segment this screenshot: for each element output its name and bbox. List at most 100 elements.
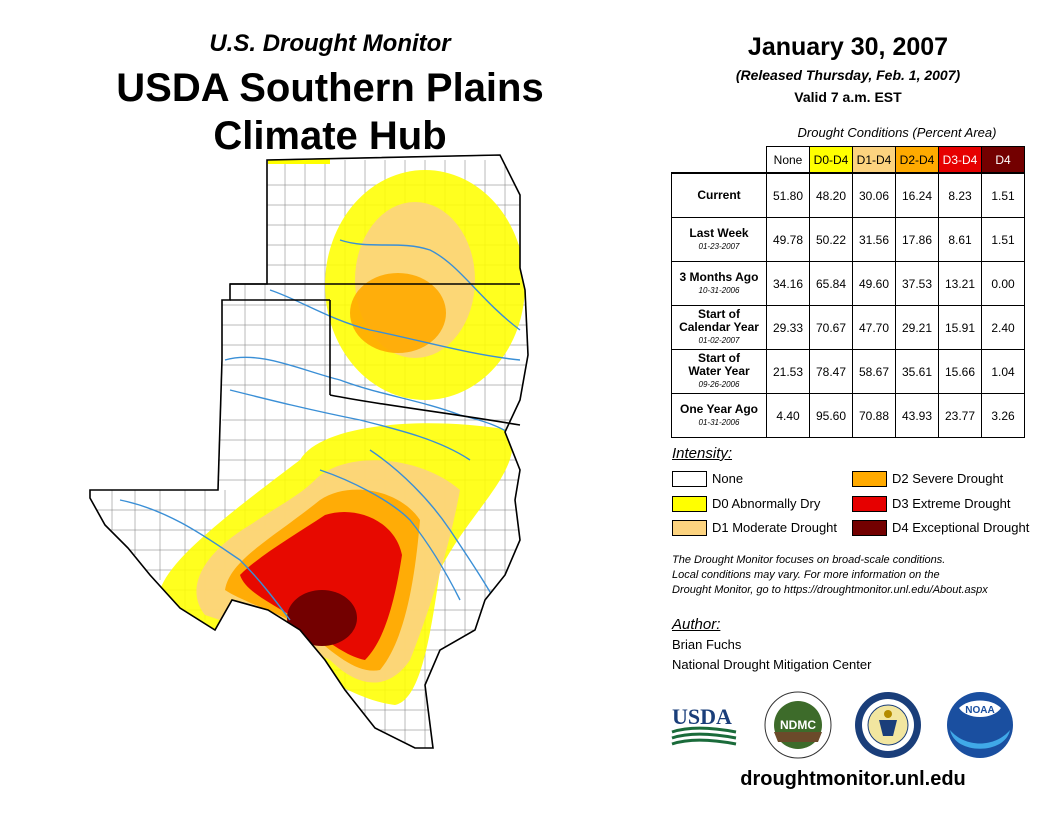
- table-cell: 13.21: [938, 261, 982, 306]
- table-cell: 0.00: [981, 261, 1025, 306]
- usda-logo: USDA: [671, 704, 737, 746]
- table-cell: 58.67: [852, 349, 896, 394]
- row-date: 01-23-2007: [698, 241, 740, 251]
- table-cell: 48.20: [809, 172, 853, 218]
- table-cell: 17.86: [895, 217, 939, 262]
- row-label: Current: [671, 172, 767, 218]
- legend-label: D1 Moderate Drought: [712, 520, 838, 535]
- legend-label: None: [712, 471, 744, 486]
- column-header-d4: D4: [981, 146, 1025, 174]
- legend-swatch: [672, 471, 707, 487]
- legend-label: D0 Abnormally Dry: [712, 496, 821, 511]
- column-header-d2-d4: D2-D4: [895, 146, 939, 174]
- table-cell: 16.24: [895, 172, 939, 218]
- table-cell: 29.33: [766, 305, 810, 350]
- table-cell: 8.23: [938, 172, 982, 218]
- column-header-d1-d4: D1-D4: [852, 146, 896, 174]
- table-cell: 1.04: [981, 349, 1025, 394]
- column-header-d3-d4: D3-D4: [938, 146, 982, 174]
- table-cell: 29.21: [895, 305, 939, 350]
- author-organization: National Drought Mitigation Center: [672, 657, 872, 672]
- table-row: One Year Ago 01-31-2006 4.40 95.60 70.88 …: [671, 393, 1025, 438]
- table-row: Current 51.80 48.20 30.06 16.24 8.23 1.5…: [671, 172, 1025, 218]
- row-date: 01-02-2007: [698, 336, 740, 345]
- row-label: Start of Water Year 09-26-2006: [671, 349, 767, 394]
- table-corner: [671, 146, 767, 174]
- row-label: Last Week 01-23-2007: [671, 217, 767, 262]
- table-cell: 49.78: [766, 217, 810, 262]
- row-label: Start of Calendar Year 01-02-2007: [671, 305, 767, 350]
- table-cell: 34.16: [766, 261, 810, 306]
- table-cell: 31.56: [852, 217, 896, 262]
- table-cell: 65.84: [809, 261, 853, 306]
- table-cell: 23.77: [938, 393, 982, 438]
- legend-label: D2 Severe Drought: [892, 471, 1004, 486]
- table-cell: 49.60: [852, 261, 896, 306]
- table-header-row: None D0-D4 D1-D4 D2-D4 D3-D4 D4: [671, 146, 1025, 174]
- table-cell: 2.40: [981, 305, 1025, 350]
- table-cell: 4.40: [766, 393, 810, 438]
- table-cell: 70.67: [809, 305, 853, 350]
- svg-text:USDA: USDA: [672, 704, 732, 729]
- noaa-logo: NOAA: [947, 692, 1013, 758]
- table-cell: 15.66: [938, 349, 982, 394]
- table-cell: 47.70: [852, 305, 896, 350]
- author-name: Brian Fuchs: [672, 637, 742, 652]
- table-cell: 1.51: [981, 217, 1025, 262]
- legend-swatch: [672, 520, 707, 536]
- table-cell: 30.06: [852, 172, 896, 218]
- legend-swatch: [852, 496, 887, 512]
- table-cell: 95.60: [809, 393, 853, 438]
- row-label: 3 Months Ago 10-31-2006: [671, 261, 767, 306]
- conditions-caption: Drought Conditions (Percent Area): [797, 125, 997, 140]
- table-cell: 50.22: [809, 217, 853, 262]
- legend-swatch: [672, 496, 707, 512]
- svg-text:NDMC: NDMC: [780, 718, 816, 732]
- row-label: One Year Ago 01-31-2006: [671, 393, 767, 438]
- svg-text:NOAA: NOAA: [965, 705, 994, 716]
- column-header-none: None: [766, 146, 810, 174]
- author-label: Author:: [672, 616, 721, 633]
- table-row: Start of Water Year 09-26-2006 21.53 78.47…: [671, 349, 1025, 394]
- d3-texas: [240, 511, 402, 660]
- table-cell: 37.53: [895, 261, 939, 306]
- conditions-table: None D0-D4 D1-D4 D2-D4 D3-D4 D4 Current …: [671, 146, 1025, 438]
- rivers: [119, 239, 521, 621]
- legend-title: Intensity:: [672, 445, 733, 462]
- d2-oklahoma: [350, 273, 446, 353]
- drought-map: [89, 154, 529, 749]
- row-date: 09-26-2006: [698, 380, 740, 389]
- d4-texas: [287, 590, 357, 646]
- website-link[interactable]: droughtmonitor.unl.edu: [740, 768, 966, 790]
- legend-swatch: [852, 520, 887, 536]
- table-row: 3 Months Ago 10-31-2006 34.16 65.84 49.60…: [671, 261, 1025, 306]
- legend-swatch: [852, 471, 887, 487]
- row-date: 10-31-2006: [698, 285, 740, 295]
- table-cell: 70.88: [852, 393, 896, 438]
- table-row: Last Week 01-23-2007 49.78 50.22 31.56 17…: [671, 217, 1025, 262]
- commerce-seal-logo: [855, 692, 921, 758]
- table-cell: 51.80: [766, 172, 810, 218]
- column-header-d0-d4: D0-D4: [809, 146, 853, 174]
- table-cell: 21.53: [766, 349, 810, 394]
- subtitle: U.S. Drought Monitor: [209, 30, 451, 57]
- table-row: Start of Calendar Year 01-02-2007 29.33 70…: [671, 305, 1025, 350]
- table-cell: 8.61: [938, 217, 982, 262]
- valid-time: Valid 7 a.m. EST: [794, 89, 902, 105]
- row-date: 01-31-2006: [698, 417, 740, 427]
- legend-label: D3 Extreme Drought: [892, 496, 1011, 511]
- state-borders: [89, 154, 529, 749]
- page-title-line1: USDA Southern Plains: [116, 66, 544, 110]
- table-cell: 78.47: [809, 349, 853, 394]
- map-date: January 30, 2007: [747, 33, 949, 61]
- disclaimer-note: The Drought Monitor focuses on broad-sca…: [672, 554, 988, 596]
- ndmc-logo: NDMC: [764, 691, 832, 759]
- page-title-line2: Climate Hub: [213, 114, 447, 158]
- legend-label: D4 Exceptional Drought: [892, 520, 1030, 535]
- table-cell: 43.93: [895, 393, 939, 438]
- release-date: (Released Thursday, Feb. 1, 2007): [735, 67, 961, 83]
- table-cell: 15.91: [938, 305, 982, 350]
- table-cell: 35.61: [895, 349, 939, 394]
- table-cell: 1.51: [981, 172, 1025, 218]
- table-cell: 3.26: [981, 393, 1025, 438]
